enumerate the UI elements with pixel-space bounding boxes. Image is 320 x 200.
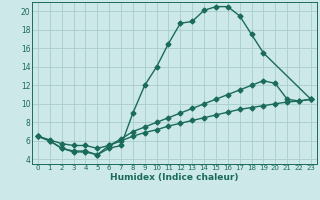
X-axis label: Humidex (Indice chaleur): Humidex (Indice chaleur) (110, 173, 239, 182)
